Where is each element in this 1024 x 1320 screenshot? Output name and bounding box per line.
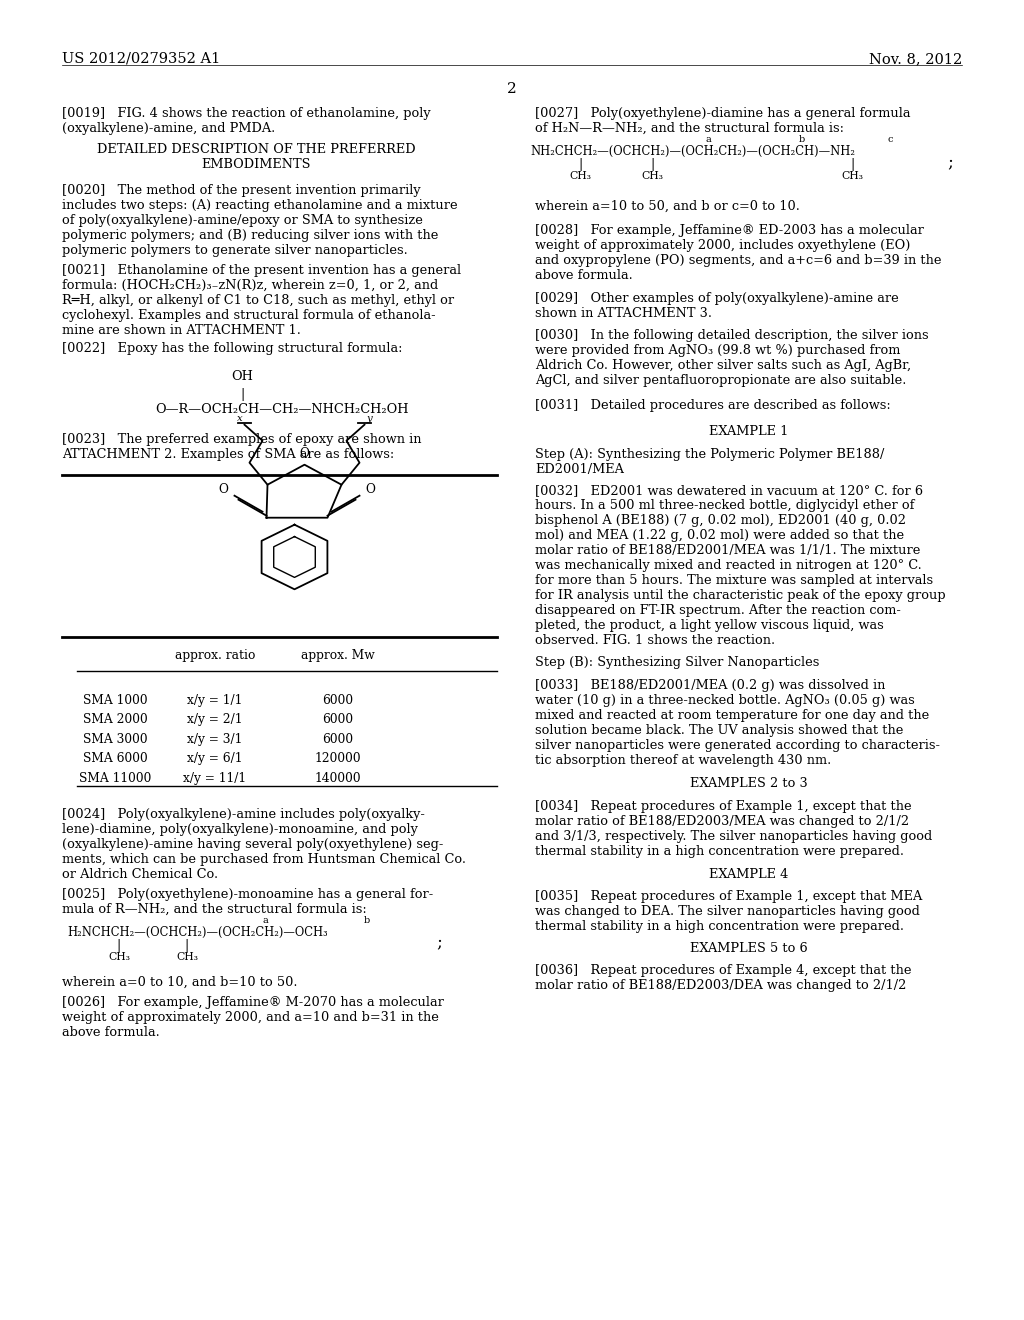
- Text: CH₃: CH₃: [641, 172, 663, 181]
- Text: x/y = 2/1: x/y = 2/1: [187, 713, 243, 726]
- Text: [0031]   Detailed procedures are described as follows:: [0031] Detailed procedures are described…: [535, 399, 891, 412]
- Text: [0033]   BE188/ED2001/MEA (0.2 g) was dissolved in
water (10 g) in a three-necke: [0033] BE188/ED2001/MEA (0.2 g) was diss…: [535, 678, 940, 767]
- Text: a: a: [706, 135, 711, 144]
- Text: [0032]   ED2001 was dewatered in vacuum at 120° C. for 6
hours. In a 500 ml thre: [0032] ED2001 was dewatered in vacuum at…: [535, 484, 945, 647]
- Text: [0029]   Other examples of poly(oxyalkylene)-amine are
shown in ATTACHMENT 3.: [0029] Other examples of poly(oxyalkylen…: [535, 292, 899, 319]
- Text: x/y = 6/1: x/y = 6/1: [187, 752, 243, 766]
- Text: SMA 2000: SMA 2000: [83, 713, 147, 726]
- Text: |: |: [650, 158, 654, 172]
- Text: [0027]   Poly(oxyethylene)-diamine has a general formula
of H₂N—R—NH₂, and the s: [0027] Poly(oxyethylene)-diamine has a g…: [535, 107, 910, 135]
- Text: O: O: [300, 446, 309, 459]
- Text: [0030]   In the following detailed description, the silver ions
were provided fr: [0030] In the following detailed descrip…: [535, 329, 929, 387]
- Text: OH: OH: [231, 370, 253, 383]
- Text: [0023]   The preferred examples of epoxy are shown in
ATTACHMENT 2. Examples of : [0023] The preferred examples of epoxy a…: [62, 433, 422, 461]
- Text: [0021]   Ethanolamine of the present invention has a general
formula: (HOCH₂CH₂): [0021] Ethanolamine of the present inven…: [62, 264, 461, 337]
- Text: c: c: [887, 135, 893, 144]
- Text: NH₂CHCH₂—(OCHCH₂)—(OCH₂CH₂)—(OCH₂CH)—NH₂: NH₂CHCH₂—(OCHCH₂)—(OCH₂CH₂)—(OCH₂CH)—NH₂: [530, 145, 855, 158]
- Text: ;: ;: [436, 933, 442, 950]
- Text: 6000: 6000: [323, 733, 353, 746]
- Text: [0022]   Epoxy has the following structural formula:: [0022] Epoxy has the following structura…: [62, 342, 402, 355]
- Text: EXAMPLES 2 to 3: EXAMPLES 2 to 3: [689, 777, 807, 789]
- Text: EXAMPLE 4: EXAMPLE 4: [709, 869, 788, 880]
- Text: |: |: [578, 158, 582, 172]
- Text: |: |: [117, 939, 121, 952]
- Text: SMA 11000: SMA 11000: [79, 771, 152, 784]
- Text: Step (A): Synthesizing the Polymeric Polymer BE188/
ED2001/MEA: Step (A): Synthesizing the Polymeric Pol…: [535, 447, 885, 477]
- Text: [0035]   Repeat procedures of Example 1, except that MEA
was changed to DEA. The: [0035] Repeat procedures of Example 1, e…: [535, 890, 923, 933]
- Text: b: b: [364, 916, 370, 924]
- Text: [0019]   FIG. 4 shows the reaction of ethanolamine, poly
(oxyalkylene)-amine, an: [0019] FIG. 4 shows the reaction of etha…: [62, 107, 431, 135]
- Text: Nov. 8, 2012: Nov. 8, 2012: [868, 51, 962, 66]
- Text: [0026]   For example, Jeffamine® M-2070 has a molecular
weight of approximately : [0026] For example, Jeffamine® M-2070 ha…: [62, 995, 443, 1039]
- Text: [0028]   For example, Jeffamine® ED-2003 has a molecular
weight of approximately: [0028] For example, Jeffamine® ED-2003 h…: [535, 224, 941, 282]
- Text: [0034]   Repeat procedures of Example 1, except that the
molar ratio of BE188/ED: [0034] Repeat procedures of Example 1, e…: [535, 800, 932, 858]
- Text: 120000: 120000: [314, 752, 361, 766]
- Text: b: b: [799, 135, 805, 144]
- Text: |: |: [185, 939, 189, 952]
- Text: x/y = 11/1: x/y = 11/1: [183, 771, 247, 784]
- Text: O: O: [219, 483, 228, 496]
- Text: CH₃: CH₃: [176, 952, 198, 961]
- Text: wherein a=10 to 50, and b or c=0 to 10.: wherein a=10 to 50, and b or c=0 to 10.: [535, 201, 800, 213]
- Text: |: |: [850, 158, 854, 172]
- Text: x: x: [237, 413, 243, 422]
- Text: a: a: [262, 916, 268, 924]
- Text: x/y = 3/1: x/y = 3/1: [187, 733, 243, 746]
- Text: US 2012/0279352 A1: US 2012/0279352 A1: [62, 51, 220, 66]
- Text: wherein a=0 to 10, and b=10 to 50.: wherein a=0 to 10, and b=10 to 50.: [62, 975, 298, 989]
- Text: SMA 6000: SMA 6000: [83, 752, 147, 766]
- Text: CH₃: CH₃: [569, 172, 591, 181]
- Text: |: |: [240, 388, 244, 400]
- Text: 6000: 6000: [323, 713, 353, 726]
- Text: SMA 1000: SMA 1000: [83, 693, 147, 706]
- Text: CH₃: CH₃: [108, 952, 130, 961]
- Text: [0025]   Poly(oxyethylene)-monoamine has a general for-
mula of R—NH₂, and the s: [0025] Poly(oxyethylene)-monoamine has a…: [62, 887, 433, 916]
- Text: H₂NCHCH₂—(OCHCH₂)—(OCH₂CH₂)—OCH₃: H₂NCHCH₂—(OCHCH₂)—(OCH₂CH₂)—OCH₃: [67, 925, 328, 939]
- Text: x/y = 1/1: x/y = 1/1: [187, 693, 243, 706]
- Text: 2: 2: [507, 82, 517, 96]
- Text: [0024]   Poly(oxyalkylene)-amine includes poly(oxyalky-
lene)-diamine, poly(oxya: [0024] Poly(oxyalkylene)-amine includes …: [62, 808, 466, 880]
- Text: 140000: 140000: [314, 771, 361, 784]
- Text: Step (B): Synthesizing Silver Nanoparticles: Step (B): Synthesizing Silver Nanopartic…: [535, 656, 819, 669]
- Text: ;: ;: [947, 153, 953, 170]
- Text: approx. ratio: approx. ratio: [175, 649, 255, 663]
- Text: O—R—OCH₂CH—CH₂—NHCH₂CH₂OH: O—R—OCH₂CH—CH₂—NHCH₂CH₂OH: [155, 403, 409, 416]
- Text: EXAMPLES 5 to 6: EXAMPLES 5 to 6: [690, 942, 807, 954]
- Text: EXAMPLE 1: EXAMPLE 1: [709, 425, 788, 438]
- Text: [0020]   The method of the present invention primarily
includes two steps: (A) r: [0020] The method of the present inventi…: [62, 183, 458, 257]
- Text: SMA 3000: SMA 3000: [83, 733, 147, 746]
- Text: O: O: [366, 483, 376, 496]
- Text: approx. Mw: approx. Mw: [301, 649, 375, 663]
- Text: CH₃: CH₃: [841, 172, 863, 181]
- Text: y: y: [367, 413, 373, 422]
- Text: DETAILED DESCRIPTION OF THE PREFERRED
EMBODIMENTS: DETAILED DESCRIPTION OF THE PREFERRED EM…: [96, 143, 416, 172]
- Text: [0036]   Repeat procedures of Example 4, except that the
molar ratio of BE188/ED: [0036] Repeat procedures of Example 4, e…: [535, 964, 911, 993]
- Text: 6000: 6000: [323, 693, 353, 706]
